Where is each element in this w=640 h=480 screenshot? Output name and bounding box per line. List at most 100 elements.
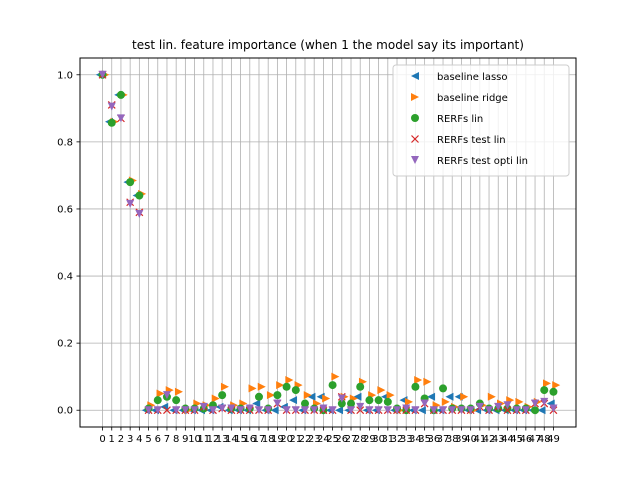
x-tick-label: 21	[289, 434, 302, 445]
data-point	[475, 402, 484, 411]
data-point	[337, 394, 346, 403]
data-point	[163, 406, 171, 415]
data-point	[512, 406, 521, 415]
data-point	[356, 402, 365, 411]
x-tick-label: 48	[538, 434, 551, 445]
data-point	[383, 397, 392, 406]
data-point	[153, 396, 162, 405]
data-point-stroke	[163, 406, 171, 415]
data-point	[402, 404, 411, 413]
data-point	[445, 392, 454, 401]
data-point	[515, 397, 524, 406]
data-point	[172, 406, 181, 415]
legend-item: RERFs lin	[411, 114, 483, 125]
x-tick-label: 42	[483, 434, 496, 445]
x-tick-label: 31	[381, 434, 394, 445]
x-tick-label: 35	[418, 434, 431, 445]
data-point	[347, 406, 356, 415]
data-point	[393, 406, 402, 415]
data-point	[289, 396, 298, 405]
data-point	[414, 376, 423, 385]
legend-label: baseline lasso	[437, 72, 508, 83]
legend-item: RERFs test lin	[411, 135, 506, 146]
x-tick-label: 14	[225, 434, 238, 445]
x-tick-label: 20	[280, 434, 293, 445]
data-point	[377, 386, 386, 395]
legend-marker	[411, 135, 419, 143]
x-tick-label: 33	[400, 434, 413, 445]
data-point	[227, 404, 236, 413]
x-tick-label: 3	[127, 434, 133, 445]
x-tick-label: 5	[145, 434, 151, 445]
x-tick-label: 43	[492, 434, 505, 445]
series-4-marks	[98, 70, 558, 415]
x-tick-label: 32	[391, 434, 404, 445]
data-point	[211, 394, 220, 403]
x-tick-label: 47	[529, 434, 542, 445]
data-point	[303, 391, 312, 400]
data-point	[144, 406, 153, 415]
x-tick-label: 44	[501, 434, 514, 445]
legend-label: RERFs test lin	[437, 135, 506, 146]
data-point	[273, 399, 282, 408]
x-tick-label: 49	[547, 434, 560, 445]
data-point	[218, 391, 227, 400]
data-point	[252, 399, 261, 408]
data-point	[107, 102, 116, 111]
data-point	[549, 404, 558, 413]
data-point	[254, 406, 263, 415]
y-tick-label: 0.2	[57, 339, 73, 350]
x-tick-label: 6	[155, 434, 161, 445]
data-point	[466, 406, 475, 415]
x-tick-label: 30	[372, 434, 385, 445]
x-tick-label: 36	[427, 434, 440, 445]
x-tick-label: 10	[188, 434, 201, 445]
data-point	[457, 406, 466, 415]
data-point-stroke	[503, 406, 512, 415]
x-tick-label: 39	[455, 434, 468, 445]
data-point	[208, 406, 217, 415]
data-point	[427, 392, 436, 401]
data-point	[218, 404, 227, 413]
x-tick-label: 25	[326, 434, 339, 445]
data-point	[411, 406, 420, 415]
legend: baseline lasso baseline ridge RERFs lin RER…	[392, 64, 570, 177]
data-point	[537, 406, 546, 415]
x-tick-label: 45	[510, 434, 523, 445]
x-tick-label: 0	[99, 434, 105, 445]
data-point	[485, 406, 494, 415]
data-point	[543, 379, 552, 388]
x-tick-label: 11	[197, 434, 210, 445]
x-tick-label: 37	[437, 434, 450, 445]
data-point	[199, 402, 208, 411]
x-tick-label: 19	[271, 434, 284, 445]
x-tick-label: 46	[519, 434, 532, 445]
y-tick-label: 0.8	[57, 137, 73, 148]
data-point	[521, 406, 530, 415]
data-point	[531, 406, 540, 415]
legend-marker	[411, 72, 419, 80]
data-point	[172, 396, 181, 405]
plot-area-frame	[79, 57, 577, 428]
x-tick-label: 18	[262, 434, 275, 445]
legend-item: RERFs test opti lin	[411, 156, 528, 167]
legend-marker-stroke	[411, 135, 419, 143]
data-point	[411, 382, 420, 391]
chart-title: test lin. feature importance (when 1 the…	[132, 38, 524, 52]
data-point	[503, 406, 512, 415]
legend-item: baseline ridge	[411, 93, 508, 104]
data-point	[116, 114, 125, 123]
data-point	[337, 399, 346, 408]
data-point	[98, 70, 107, 79]
data-point	[322, 394, 331, 403]
data-point	[307, 392, 316, 401]
data-point	[374, 406, 383, 415]
legend-marker	[411, 156, 419, 164]
x-tick-label: 12	[207, 434, 220, 445]
data-point	[319, 404, 328, 413]
y-tick-label: 0.4	[57, 272, 73, 283]
data-point	[135, 191, 144, 200]
data-point	[174, 387, 183, 396]
data-point	[494, 402, 503, 411]
legend-marker	[411, 93, 419, 101]
